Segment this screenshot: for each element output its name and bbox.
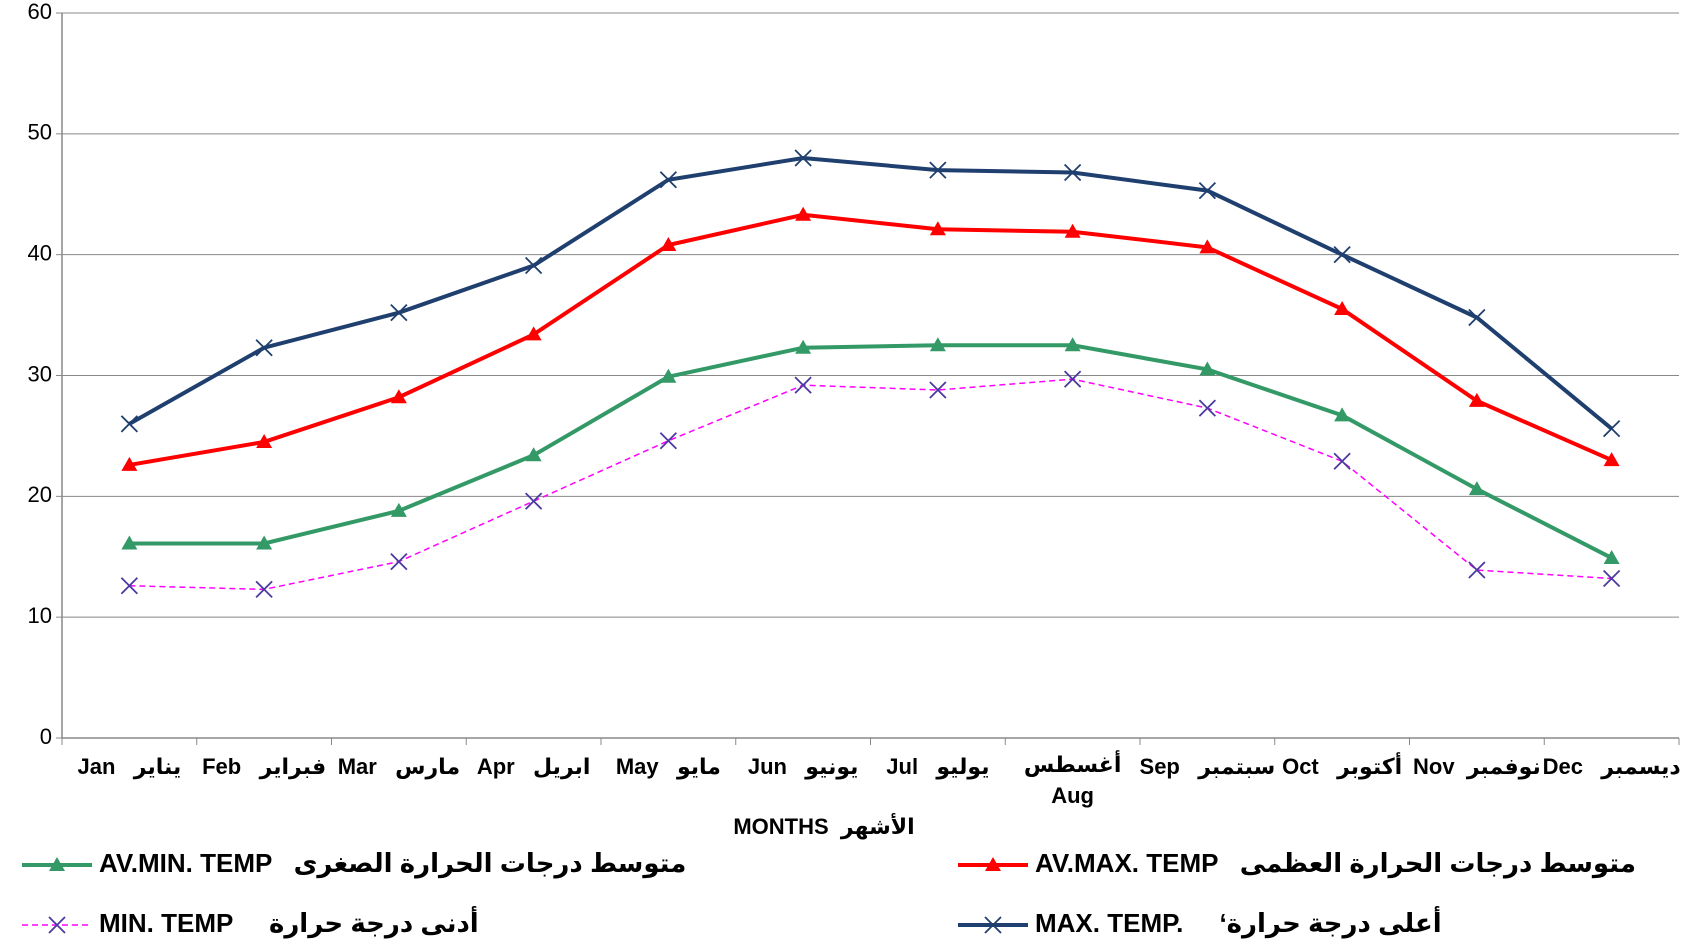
x-tick-label: Oct أكتوبر: [1282, 751, 1402, 780]
point: [121, 535, 138, 550]
legend-label: MIN. TEMP أدنى درجة حرارة: [99, 906, 479, 939]
x-tick-label: Sep سبتمبر: [1140, 754, 1276, 780]
point: [390, 304, 408, 322]
point: [525, 447, 542, 462]
y-tick-label: 60: [28, 0, 52, 24]
y-tick-label: 40: [28, 240, 52, 265]
point: [48, 916, 66, 934]
series-line: [129, 343, 1613, 560]
legend-label: AV.MIN. TEMP متوسط درجات الحرارة الصغرى: [99, 848, 686, 879]
x-tick-label: Dec ديسمبر: [1543, 754, 1681, 780]
point: [794, 149, 812, 167]
x-tick-label: Apr ابريل: [477, 754, 591, 780]
point: [255, 580, 273, 599]
point: [1199, 361, 1216, 376]
point: [390, 389, 407, 404]
y-tick-label: 20: [28, 482, 52, 507]
x-axis-title: MONTHS الأشهر: [733, 812, 914, 840]
point: [795, 206, 812, 221]
point: [929, 161, 947, 179]
x-tick-label: Jan يناير: [78, 754, 182, 780]
y-tick-label: 10: [28, 603, 52, 628]
point: [1602, 569, 1621, 588]
point: [1064, 223, 1081, 238]
point: [1198, 399, 1217, 417]
x-tick-label: Jun يونيو: [748, 754, 859, 780]
x-tick-label: Nov نوفمبر: [1413, 754, 1541, 780]
legend-label: MAX. TEMP. ‘أعلى درجة حرارة: [1035, 906, 1442, 939]
point: [929, 337, 946, 352]
point: [1468, 561, 1486, 579]
point: [659, 432, 678, 450]
point: [1333, 452, 1351, 470]
y-tick-label: 30: [28, 361, 52, 386]
point: [794, 376, 812, 394]
point: [390, 502, 407, 517]
point: [524, 256, 543, 275]
point: [1603, 452, 1620, 467]
point: [1064, 337, 1081, 352]
point: [1602, 420, 1621, 438]
x-tick-label: Feb فبراير: [202, 754, 326, 780]
point: [660, 368, 677, 383]
point: [795, 339, 812, 354]
series-line: [128, 155, 1613, 431]
point: [256, 433, 273, 448]
point: [255, 339, 273, 357]
x-tick-label: Mar مارس: [338, 754, 460, 779]
point: [660, 237, 677, 251]
point: [1334, 301, 1351, 316]
point: [984, 916, 1002, 934]
point: [929, 381, 947, 399]
point: [390, 552, 408, 571]
y-tick-label: 50: [28, 120, 52, 145]
point: [1334, 407, 1351, 422]
point: [525, 326, 542, 341]
point: [985, 857, 1001, 871]
point: [1468, 308, 1486, 327]
point: [1603, 549, 1620, 564]
point: [1198, 181, 1217, 200]
series-line: [129, 378, 1612, 591]
x-tick-label: Jul يوليو: [886, 754, 989, 780]
point: [120, 415, 139, 433]
x-tick-label: أغسطس Aug: [1024, 749, 1122, 808]
point: [524, 492, 543, 510]
point: [1063, 370, 1082, 388]
point: [120, 577, 139, 595]
y-tick-label: 0: [40, 724, 52, 749]
point: [1063, 163, 1082, 182]
point: [49, 857, 65, 871]
point: [1199, 239, 1216, 254]
point: [1468, 392, 1485, 407]
point: [121, 456, 138, 471]
x-tick-label: May مايو: [616, 754, 721, 780]
point: [1468, 481, 1485, 496]
point: [659, 171, 678, 189]
series-line: [129, 212, 1613, 467]
point: [256, 535, 273, 550]
point: [929, 221, 946, 236]
point: [1333, 246, 1351, 264]
legend-label: AV.MAX. TEMP متوسط درجات الحرارة العظمى: [1035, 848, 1636, 879]
